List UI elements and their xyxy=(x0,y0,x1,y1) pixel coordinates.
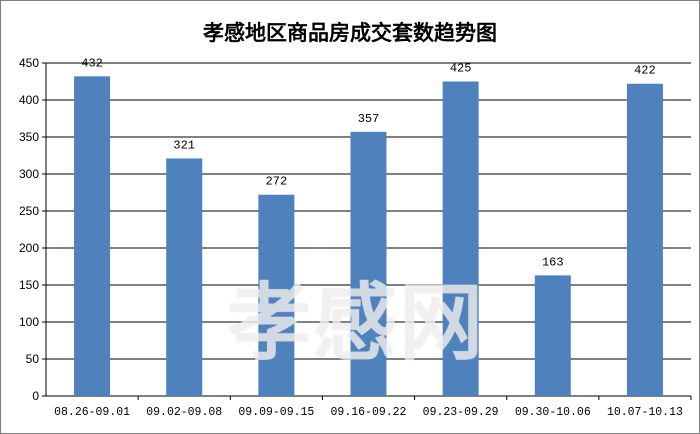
y-tick-label: 400 xyxy=(19,93,39,107)
bar xyxy=(442,81,479,396)
data-label: 422 xyxy=(634,64,656,78)
x-tick-label: 08.26-09.01 xyxy=(54,406,130,419)
x-tick-label: 09.30-10.06 xyxy=(515,406,591,419)
data-label: 321 xyxy=(173,138,195,152)
y-tick-label: 150 xyxy=(19,278,39,292)
x-tick-label: 09.09-09.15 xyxy=(238,406,314,419)
y-tick-label: 250 xyxy=(19,204,39,218)
y-tick-label: 0 xyxy=(32,389,39,403)
bar xyxy=(626,83,663,396)
x-tick-label: 10.07-10.13 xyxy=(607,406,683,419)
bar xyxy=(258,194,295,396)
bar xyxy=(166,158,203,396)
y-tick-label: 450 xyxy=(19,56,39,70)
y-tick-label: 350 xyxy=(19,130,39,144)
bar xyxy=(350,131,387,396)
bar xyxy=(534,275,571,396)
y-tick-label: 200 xyxy=(19,241,39,255)
chart-title: 孝感地区商品房成交套数趋势图 xyxy=(203,20,497,45)
bar xyxy=(74,76,111,396)
y-tick-label: 50 xyxy=(26,352,40,366)
data-label: 432 xyxy=(81,56,103,70)
y-tick-label: 100 xyxy=(19,315,39,329)
data-label: 272 xyxy=(266,175,288,189)
x-tick-label: 09.16-09.22 xyxy=(331,406,407,419)
x-tick-label: 09.02-09.08 xyxy=(146,406,222,419)
data-label: 163 xyxy=(542,255,564,269)
data-label: 425 xyxy=(450,62,472,76)
y-tick-label: 300 xyxy=(19,167,39,181)
x-tick-label: 09.23-09.29 xyxy=(423,406,499,419)
data-label: 357 xyxy=(358,112,380,126)
